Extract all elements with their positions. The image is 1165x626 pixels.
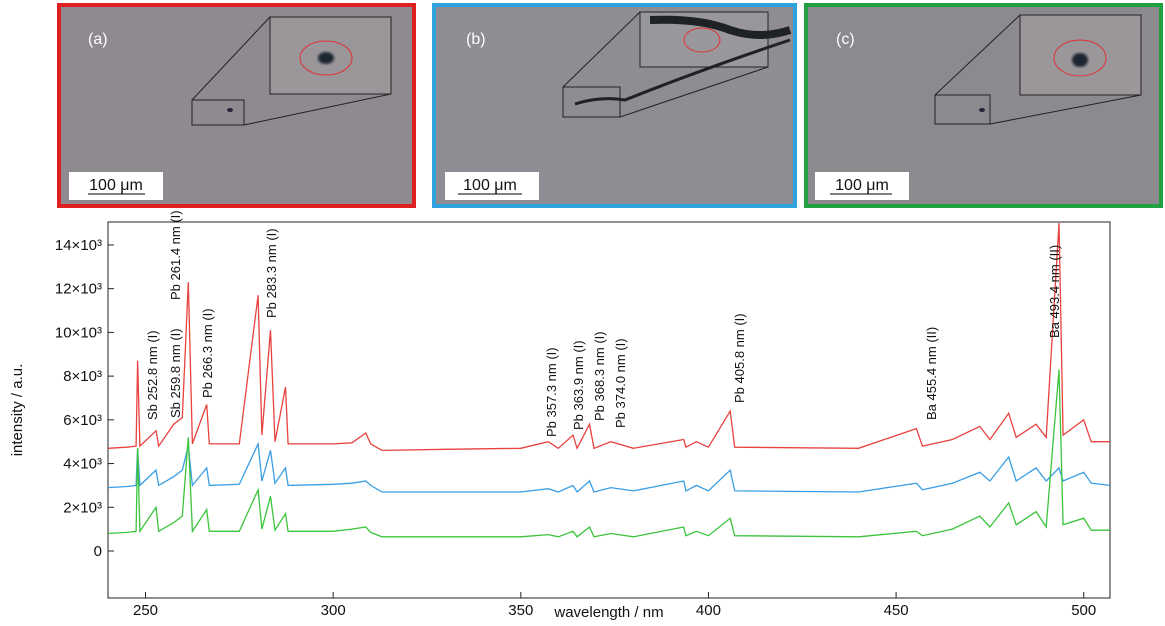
- particle: [318, 52, 334, 64]
- image-panel: 100 μm (c): [806, 5, 1161, 206]
- peak-label: Pb 405.8 nm (I): [732, 313, 747, 403]
- particle: [1072, 53, 1088, 67]
- y-tick-label: 0: [94, 543, 102, 560]
- y-tick-label: 14×10³: [55, 237, 102, 254]
- plot-frame: [108, 222, 1110, 598]
- panel-label: (a): [88, 31, 108, 48]
- particle: [979, 108, 985, 112]
- peak-label: Pb 266.3 nm (I): [200, 308, 215, 398]
- x-axis-label: wavelength / nm: [553, 604, 663, 621]
- peak-label: Pb 283.3 nm (I): [264, 228, 279, 318]
- peak-label: Pb 261.4 nm (I): [168, 210, 183, 300]
- y-tick-label: 4×10³: [63, 456, 102, 473]
- panel-label: (c): [836, 31, 855, 48]
- scale-label: 100 μm: [835, 177, 889, 194]
- scale-label: 100 μm: [463, 177, 517, 194]
- peak-label: Sb 259.8 nm (I): [168, 328, 183, 418]
- x-tick-label: 450: [884, 602, 909, 619]
- peak-label: Sb 252.8 nm (I): [145, 330, 160, 420]
- particle: [227, 108, 233, 112]
- peak-label: Pb 363.9 nm (I): [571, 340, 586, 430]
- y-tick-label: 6×10³: [63, 412, 102, 429]
- peak-label: Pb 374.0 nm (I): [613, 338, 628, 428]
- x-tick-label: 300: [321, 602, 346, 619]
- x-tick-label: 400: [696, 602, 721, 619]
- image-panel: 100 μm (a): [59, 5, 414, 206]
- spectrum-line: [108, 370, 1110, 537]
- y-axis-label: intensity / a.u.: [9, 364, 26, 457]
- peak-label: Pb 368.3 nm (I): [592, 331, 607, 421]
- image-panel: 100 μm (b): [434, 5, 795, 206]
- x-tick-label: 250: [133, 602, 158, 619]
- scale-label: 100 μm: [89, 177, 143, 194]
- spectrum-line: [108, 444, 1110, 492]
- peak-label: Ba 493.4 nm (II): [1047, 245, 1062, 338]
- x-tick-label: 500: [1071, 602, 1096, 619]
- x-tick-label: 350: [508, 602, 533, 619]
- panel-label: (b): [466, 31, 486, 48]
- y-tick-label: 12×10³: [55, 281, 102, 298]
- peak-label: Pb 357.3 nm (I): [544, 347, 559, 437]
- y-tick-label: 10×10³: [55, 324, 102, 341]
- y-tick-label: 8×10³: [63, 368, 102, 385]
- spectrum-line: [108, 223, 1110, 450]
- figure: 100 μm (a) 100 μm (b) 100 μm (c) wavelen…: [0, 0, 1165, 621]
- peak-label: Ba 455.4 nm (II): [924, 327, 939, 420]
- y-tick-label: 2×10³: [63, 499, 102, 516]
- page: 100 μm (a) 100 μm (b) 100 μm (c) wavelen…: [0, 0, 1165, 621]
